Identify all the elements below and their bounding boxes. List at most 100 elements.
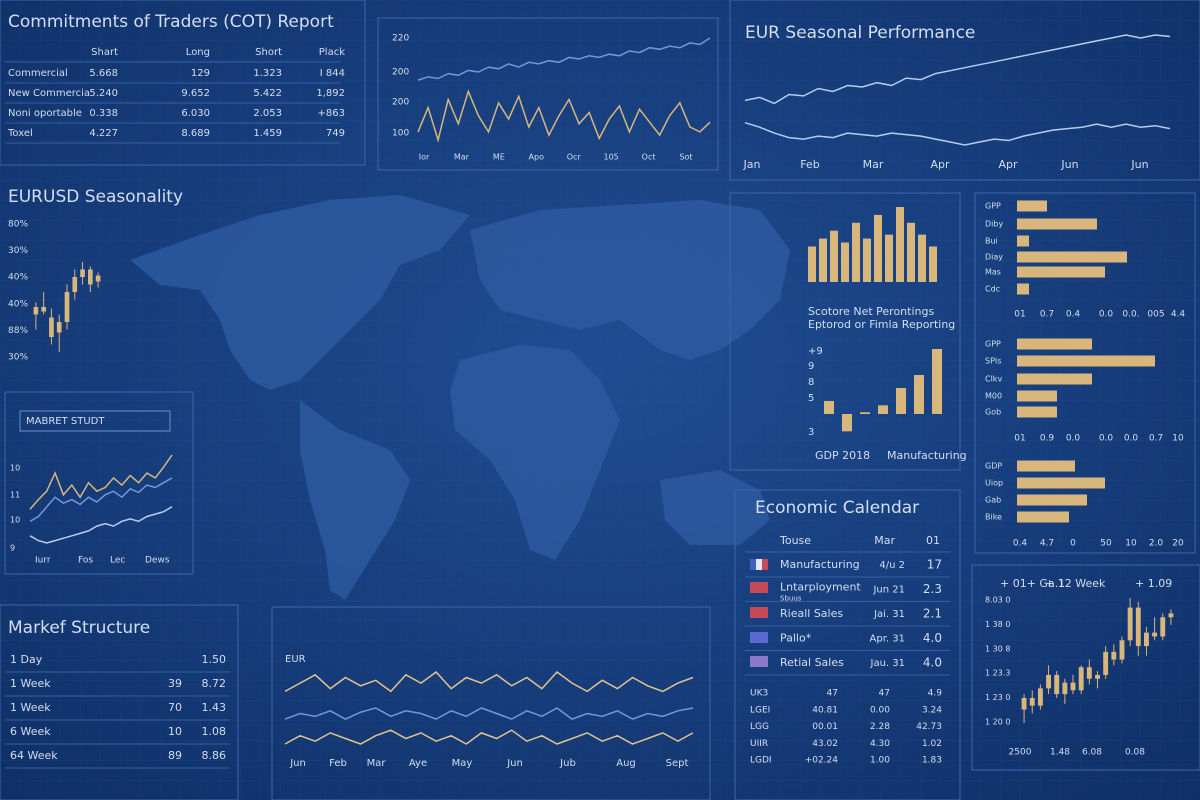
candle-body xyxy=(1095,674,1100,679)
bar xyxy=(860,412,870,414)
line-series xyxy=(284,707,694,720)
bar xyxy=(808,246,816,282)
x-tick-label: 0.7 xyxy=(1149,434,1163,444)
x-tick-label: Lec xyxy=(110,556,125,566)
line-series xyxy=(417,89,711,143)
y-tick-label: 30% xyxy=(8,353,28,363)
category-label: Bui xyxy=(985,237,998,246)
x-tick-label: 4.4 xyxy=(1171,310,1186,320)
study-label: MABRET STUDT xyxy=(26,416,105,427)
bar xyxy=(918,234,926,282)
line-series xyxy=(29,454,173,510)
bar xyxy=(1017,460,1075,472)
cell: 40.81 xyxy=(812,705,838,715)
y-tick-label: 200 xyxy=(392,68,409,78)
bar xyxy=(914,375,924,414)
cot-panel xyxy=(0,0,366,166)
x-tick-label: Feb xyxy=(329,758,347,769)
x-tick-label: 1.48 xyxy=(1050,748,1070,758)
world-map xyxy=(130,195,790,600)
bar xyxy=(878,405,888,414)
cell: 47 xyxy=(827,689,838,699)
cell: 1.08 xyxy=(202,725,227,738)
price-panel xyxy=(377,17,719,171)
candle-body xyxy=(1021,698,1027,710)
cell: LGEI xyxy=(750,705,770,715)
x-tick-label: Apr xyxy=(930,158,950,171)
row-label: Toxel xyxy=(7,128,33,139)
candle-panel xyxy=(971,564,1200,771)
y-tick-label: 1 23 0 xyxy=(985,693,1010,702)
event-value: 4.0 xyxy=(923,656,942,670)
cell: 1.83 xyxy=(922,756,942,766)
event-value: 2.1 xyxy=(923,607,942,621)
bar xyxy=(1017,200,1047,212)
line-series xyxy=(284,729,694,745)
x-tick-label: Sot xyxy=(679,153,692,162)
candle-body xyxy=(1168,613,1174,618)
bar xyxy=(874,214,882,282)
cell: I 844 xyxy=(320,68,345,79)
x-tick-label: Jun xyxy=(1130,158,1148,171)
candle-body xyxy=(56,322,62,333)
cell: 42.73 xyxy=(916,722,942,732)
cell: 39 xyxy=(168,677,182,690)
category-label: SPIs xyxy=(985,357,1001,366)
x-tick-label: 005 xyxy=(1147,310,1164,320)
bar xyxy=(907,222,915,282)
bar xyxy=(929,246,937,282)
y-tick-label: 8 xyxy=(808,377,814,388)
x-tick-label: 0.0 xyxy=(1066,434,1081,444)
cell: 749 xyxy=(326,128,345,139)
x-tick-label: 01 xyxy=(1014,310,1025,320)
cell: 1.50 xyxy=(202,653,227,666)
column-header: Mar xyxy=(874,534,895,547)
y-tick-label: 1 20 0 xyxy=(985,718,1010,727)
x-tick-label: Jun xyxy=(506,758,523,769)
event-name: Lntarployment xyxy=(780,581,861,594)
event-name: Retial Sales xyxy=(780,656,844,669)
x-tick-label: 0.0 xyxy=(1124,434,1139,444)
y-tick-label: +9 xyxy=(808,346,823,357)
cell: 47 xyxy=(879,689,890,699)
y-tick-label: 3 xyxy=(808,427,814,438)
cell: 8.86 xyxy=(202,749,227,762)
candle-body xyxy=(64,292,70,322)
bar xyxy=(842,414,852,432)
bar xyxy=(1017,477,1105,489)
row-label: 1 Week xyxy=(10,677,51,690)
cell: 5.668 xyxy=(89,68,118,79)
x-tick-label: 0.08 xyxy=(1125,748,1145,758)
candle-body xyxy=(1144,632,1149,647)
category-label: Uiop xyxy=(985,479,1003,488)
x-tick-label: 4.7 xyxy=(1040,539,1054,549)
cell: 6.030 xyxy=(181,108,210,119)
x-tick-label: 50 xyxy=(1100,539,1112,549)
y-tick-label: 10 xyxy=(10,464,20,473)
x-tick-label: May xyxy=(452,758,473,769)
bar xyxy=(1017,511,1069,523)
y-tick-label: 1 38 0 xyxy=(985,620,1010,629)
cell: 2.053 xyxy=(253,108,282,119)
chart-label: EUR xyxy=(285,654,306,665)
x-tick-label: Jan xyxy=(743,158,761,171)
row-label: Commercial xyxy=(8,68,68,79)
cell: 1.323 xyxy=(253,68,282,79)
x-tick-label: Mar xyxy=(454,153,470,162)
x-tick-label: Jun xyxy=(289,758,306,769)
category-label: Mas xyxy=(985,268,1001,277)
line-series xyxy=(744,121,1171,146)
candle-body xyxy=(1086,667,1092,679)
cell: 43.02 xyxy=(812,739,838,749)
candle-body xyxy=(80,269,85,277)
y-tick-label: 1 23.3 xyxy=(985,669,1010,678)
chart-header: + 01+ Ga.1 xyxy=(1000,577,1065,590)
caption: Eptorod or Fimla Reporting xyxy=(808,318,955,331)
candle-body xyxy=(72,277,78,292)
cell: 10 xyxy=(168,725,182,738)
x-tick-label: 10 xyxy=(1172,434,1184,444)
x-tick-label: GDP 2018 xyxy=(815,449,870,462)
cell: 1.43 xyxy=(202,701,227,714)
caption: Scotore Net Perontings xyxy=(808,305,934,318)
